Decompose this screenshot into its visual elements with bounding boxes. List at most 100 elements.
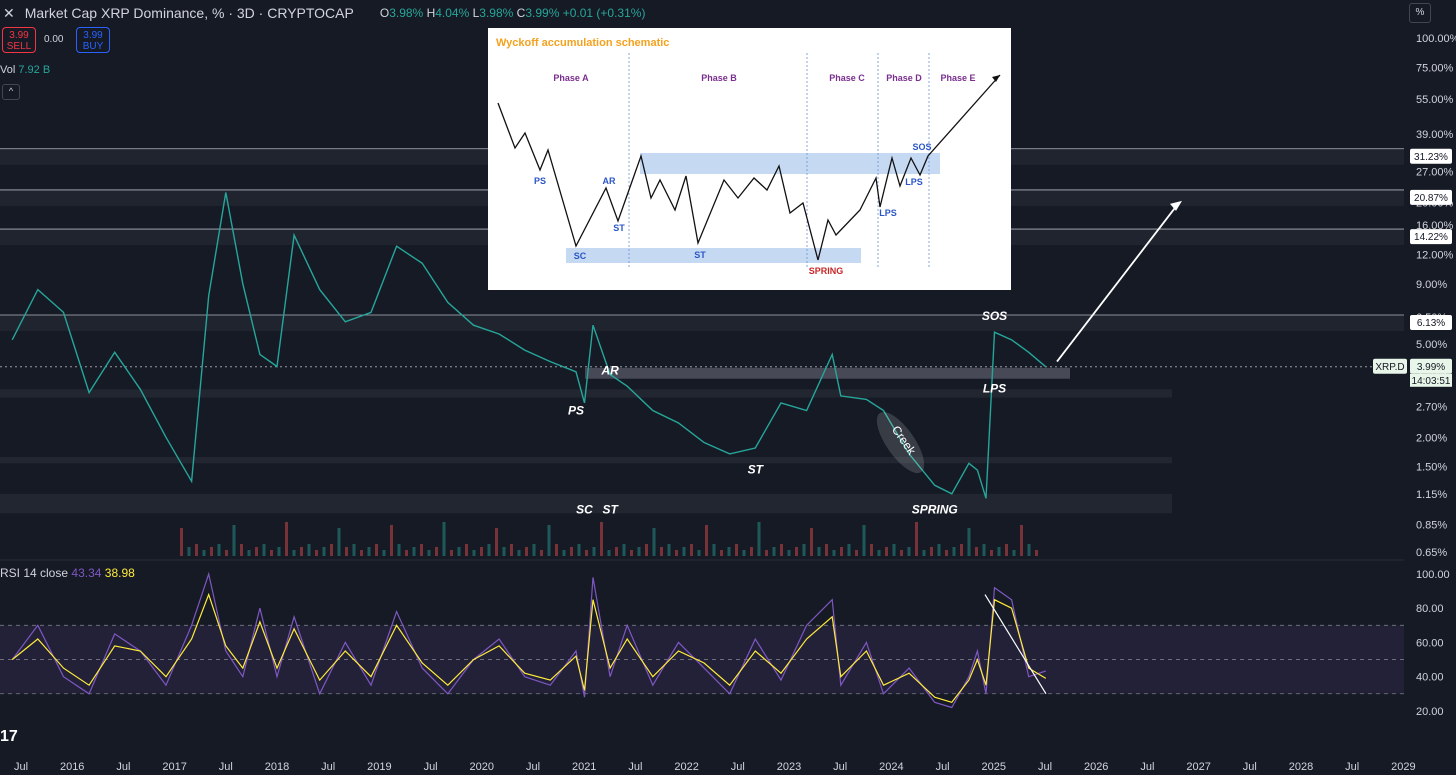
volume-bar: [180, 528, 183, 556]
phase-label: Phase A: [553, 73, 589, 83]
collapse-legend-button[interactable]: ^: [2, 84, 20, 100]
schematic-arrow-head: [992, 75, 1000, 82]
volume-bar: [667, 544, 671, 556]
price-tag: [1410, 358, 1452, 374]
high-value: 4.04%: [435, 6, 470, 20]
volume-bar: [555, 544, 558, 556]
volume-bar: [870, 544, 873, 556]
price-line: [11, 192, 1047, 499]
rsi-trendline: [984, 594, 1047, 695]
annotation-spring: SPRING: [912, 502, 958, 516]
rsi-pane: [0, 559, 1404, 709]
price-tag: [1410, 189, 1452, 205]
price-tag-label: 31.23%: [1414, 152, 1448, 163]
volume-bar: [562, 550, 566, 556]
time-tick-label: Jul: [628, 761, 642, 773]
volume-bar: [240, 544, 243, 556]
volume-bar: [997, 547, 1001, 556]
volume-bar: [772, 547, 776, 556]
sell-price: 3.99: [9, 30, 29, 41]
time-tick-label: 2016: [60, 761, 84, 773]
volume-bar: [390, 525, 393, 556]
symbol-title[interactable]: Market Cap XRP Dominance, % · 3D · CRYPT…: [24, 5, 354, 21]
time-tick-label: 2019: [367, 761, 391, 773]
annotation-ar: AR: [600, 363, 619, 377]
volume-label: Vol: [0, 64, 16, 76]
volume-bar: [810, 528, 813, 556]
volume-bar: [487, 544, 491, 556]
volume-bar: [885, 547, 888, 556]
volume-bar: [225, 550, 228, 556]
time-tick-label: 2027: [1186, 761, 1210, 773]
countdown-label: 14:03:51: [1412, 376, 1451, 387]
volume-bar: [397, 544, 401, 556]
volume-bar: [442, 522, 446, 556]
buy-button[interactable]: 3.99 BUY: [76, 27, 110, 53]
time-tick-label: Jul: [1140, 761, 1154, 773]
price-tick-label: 9.00%: [1416, 279, 1447, 291]
price-tick-label: 0.85%: [1416, 520, 1447, 532]
phase-label: Phase E: [940, 73, 975, 83]
price-tick-label: 2.70%: [1416, 402, 1447, 414]
phase-label: Phase C: [829, 73, 865, 83]
volume-bar: [990, 550, 993, 556]
volume-bar: [262, 544, 266, 556]
price-tick-label: 55.00%: [1416, 94, 1454, 106]
volume-bar: [577, 544, 581, 556]
schematic-label-sos: SOS: [912, 142, 931, 152]
volume-bar: [285, 522, 288, 556]
price-tag-label: 6.13%: [1417, 318, 1445, 329]
volume-bar: [960, 544, 963, 556]
volume-bar: [945, 550, 948, 556]
time-tick-label: 2025: [982, 761, 1006, 773]
phase-label: Phase B: [701, 73, 737, 83]
time-tick-label: Jul: [321, 761, 335, 773]
volume-bar: [817, 547, 821, 556]
time-tick-label: 2028: [1289, 761, 1313, 773]
countdown-tag: [1410, 373, 1452, 387]
volume-bar: [900, 550, 903, 556]
price-tag-label: 20.87%: [1414, 193, 1448, 204]
symbol-tag-label: XRP.D: [1375, 362, 1404, 373]
volume-bar: [967, 528, 971, 556]
volume-bar: [1020, 525, 1023, 556]
price-tag: [1410, 148, 1452, 164]
symbol-tag: [1373, 358, 1407, 374]
volume-bar: [510, 544, 513, 556]
volume-bar: [712, 544, 716, 556]
open-value: 3.98%: [389, 6, 424, 20]
schematic-label-spring: SPRING: [809, 266, 844, 276]
price-tick-label: 39.00%: [1416, 129, 1454, 141]
volume-bar: [690, 544, 693, 556]
rsi-tick-label: 60.00: [1416, 637, 1444, 649]
schematic-label-lps: LPS: [905, 177, 923, 187]
price-tick-label: 27.00%: [1416, 167, 1454, 179]
resistance-zone: [0, 314, 1404, 331]
arrow-shaft: [1056, 203, 1179, 363]
volume-bar: [292, 550, 296, 556]
close-label: C: [516, 6, 526, 20]
volume-bar: [615, 547, 618, 556]
rsi-tick-label: 20.00: [1416, 706, 1444, 718]
volume-bar: [705, 525, 708, 556]
ohlc-readout: O3.98% H4.04% L3.98% C3.99% +0.01 (+0.31…: [380, 6, 646, 20]
inset-support-band: [566, 248, 861, 263]
volume-bar: [270, 550, 273, 556]
price-tick-label: 0.65%: [1416, 547, 1447, 559]
volume-bar: [937, 544, 941, 556]
phase-label: Phase D: [886, 73, 922, 83]
schematic-label-lps: LPS: [879, 208, 897, 218]
sell-button[interactable]: 3.99 SELL: [2, 27, 36, 53]
close-value: 3.99%: [525, 6, 560, 20]
volume-bar: [757, 522, 761, 556]
time-tick-label: Jul: [219, 761, 233, 773]
creek-ellipse: [876, 411, 925, 474]
buy-label: BUY: [82, 41, 104, 52]
close-icon[interactable]: ✕: [3, 4, 15, 21]
chart-header: ✕ Market Cap XRP Dominance, % · 3D · CRY…: [0, 0, 1400, 26]
volume-bar: [465, 544, 468, 556]
projection-arrow: [1056, 200, 1182, 363]
schematic-label-ar: AR: [603, 176, 616, 186]
percent-scale-button[interactable]: %: [1409, 3, 1431, 23]
